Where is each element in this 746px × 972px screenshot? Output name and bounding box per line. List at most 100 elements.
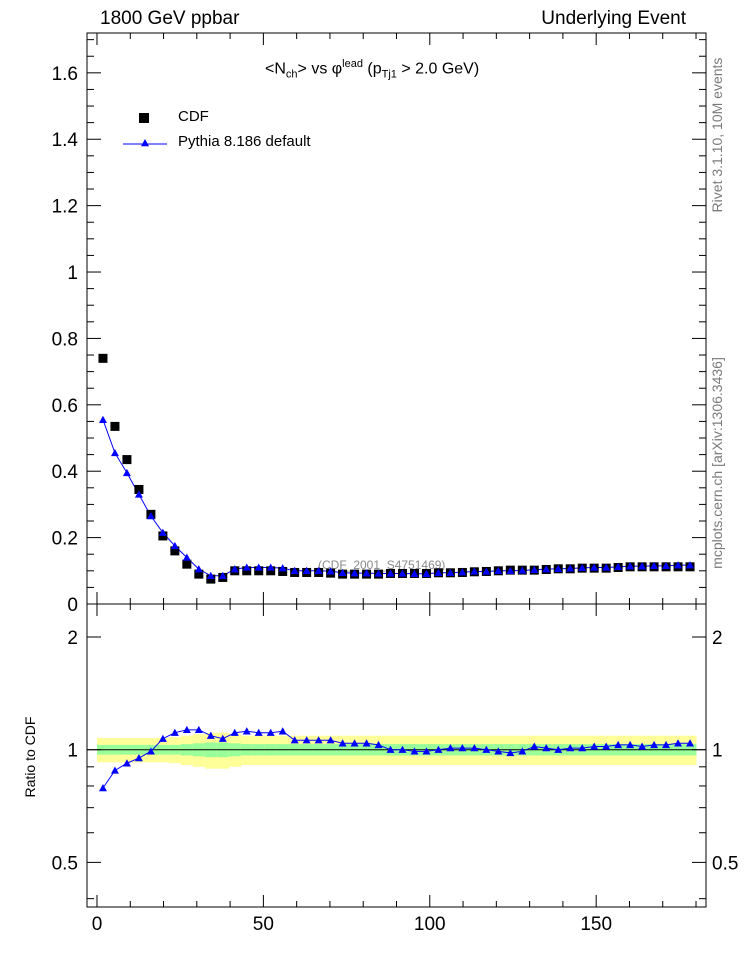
pythia-point	[338, 568, 347, 576]
ratio-point	[542, 744, 551, 752]
pythia-point	[542, 565, 551, 573]
ratio-point	[506, 748, 515, 757]
pythia-point	[422, 569, 431, 577]
ratio-point	[218, 734, 227, 742]
ratio-point	[434, 745, 443, 753]
pythia-point	[242, 563, 251, 571]
ratio-point	[134, 754, 143, 762]
x-tick-label: 150	[580, 914, 612, 935]
y-tick-label: 1	[67, 263, 78, 284]
pythia-point	[182, 553, 191, 561]
pythia-point	[98, 415, 107, 423]
cdf-point	[170, 546, 180, 556]
ratio-point	[98, 784, 107, 792]
pythia-point	[590, 563, 599, 571]
pythia-point	[386, 569, 395, 577]
ratio-point	[686, 739, 695, 747]
pythia-point	[458, 568, 467, 576]
pythia-point	[638, 562, 647, 570]
ratio-point	[650, 740, 659, 749]
ratio-point	[566, 744, 575, 752]
pythia-point	[266, 563, 275, 571]
ratio-y-tick-label-right: 2	[712, 628, 723, 649]
ratio-point	[314, 736, 323, 744]
pythia-point	[290, 566, 299, 575]
pythia-point	[614, 562, 623, 571]
ratio-point	[626, 740, 635, 749]
legend-cdf-marker	[139, 113, 149, 123]
ratio-point	[602, 742, 611, 750]
pythia-point	[110, 448, 119, 457]
ratio-point	[458, 744, 467, 752]
pythia-point	[122, 468, 131, 477]
y-tick-label: 0.2	[52, 529, 78, 550]
ratio-point	[398, 745, 407, 753]
pythia-point	[662, 561, 671, 570]
ratio-point	[578, 744, 587, 752]
ratio-point	[122, 759, 131, 767]
y-tick-label: 0.4	[52, 462, 79, 483]
cdf-point	[254, 566, 264, 576]
ratio-y-tick-label: 1	[67, 741, 78, 762]
ratio-point	[254, 728, 263, 736]
ratio-point	[182, 725, 191, 734]
ratio-point	[422, 747, 431, 755]
cdf-point	[134, 484, 144, 494]
legend-cdf-label: CDF	[178, 108, 209, 125]
legend-pythia-marker	[141, 139, 149, 147]
pythia-point	[674, 561, 683, 569]
pythia-point	[554, 564, 563, 573]
ratio-y-tick-label-right: 1	[712, 741, 723, 762]
ratio-point	[278, 727, 287, 735]
pythia-point	[314, 566, 323, 575]
cdf-point	[98, 353, 108, 363]
pythia-point	[434, 568, 443, 576]
cdf-point	[158, 531, 168, 541]
pythia-point	[626, 562, 635, 570]
x-tick-label: 50	[253, 914, 274, 935]
pythia-point	[146, 512, 155, 520]
pythia-point	[278, 564, 287, 572]
pythia-point	[302, 566, 311, 575]
ratio-point	[290, 736, 299, 744]
pythia-line	[102, 419, 691, 577]
ratio-point	[230, 728, 239, 736]
ratio-point	[386, 745, 395, 753]
pythia-point	[350, 569, 359, 577]
pythia-point	[470, 567, 479, 575]
pythia-point	[650, 561, 659, 570]
legend-pythia-label: Pythia 8.186 default	[178, 133, 311, 150]
cdf-point	[110, 421, 120, 431]
ratio-point	[470, 744, 479, 752]
reference-label: (CDF_2001_S4751469)	[318, 558, 446, 572]
ratio-point	[374, 740, 383, 749]
ratio-point	[158, 734, 167, 742]
ratio-point	[554, 745, 563, 753]
plot-title: <Nch> vs φlead (pTj1 > 2.0 GeV)	[265, 58, 480, 81]
pythia-point	[482, 567, 491, 575]
pythia-point	[530, 565, 539, 574]
pythia-point	[158, 528, 167, 536]
pythia-point	[446, 568, 455, 576]
pythia-point	[218, 571, 227, 579]
ratio-point	[326, 736, 335, 744]
ratio-point	[674, 739, 683, 747]
pythia-point	[578, 563, 587, 572]
pythia-point	[518, 566, 527, 574]
cdf-point	[206, 574, 216, 584]
cdf-point	[122, 455, 132, 465]
ratio-point	[590, 742, 599, 750]
pythia-point	[566, 564, 575, 572]
ratio-point	[338, 739, 347, 747]
ratio-point	[206, 731, 215, 739]
ratio-point	[362, 739, 371, 747]
pythia-point	[134, 490, 143, 498]
pythia-point	[362, 569, 371, 577]
y-tick-label: 0.6	[52, 396, 78, 417]
cdf-point	[266, 566, 276, 576]
pythia-point	[326, 567, 335, 575]
pythia-point	[410, 569, 419, 577]
ratio-point	[662, 740, 671, 749]
pythia-point	[230, 565, 239, 573]
